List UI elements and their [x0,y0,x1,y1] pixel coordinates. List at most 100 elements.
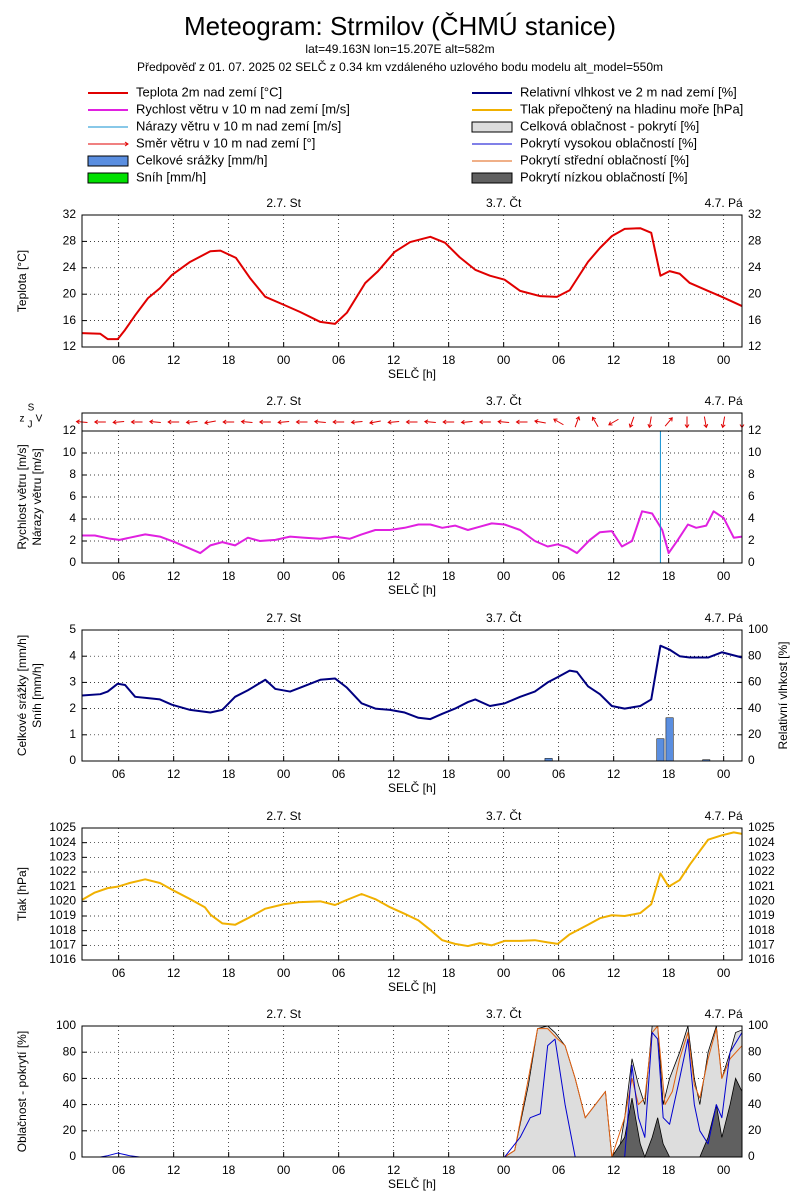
y-tick-label-right: 12 [748,423,762,437]
x-tick-label: 00 [277,966,291,980]
y-tick-label: 1016 [49,952,76,966]
x-tick-label: 06 [112,966,126,980]
wind-arrow [497,419,510,425]
y-tick-label-right: 1025 [748,820,775,834]
x-tick-label: 12 [607,1163,621,1177]
x-tick-label: 12 [607,767,621,781]
day-label: 3.7. Čt [486,195,522,210]
legend-label: Tlak přepočtený na hladinu moře [hPa] [520,101,743,116]
x-tick-label: 00 [717,966,731,980]
precip-bar [656,738,665,762]
x-axis-label: SELČ [h] [388,366,436,381]
y-tick-label: 5 [69,622,76,636]
x-tick-label: 00 [277,1163,291,1177]
precip-bar [665,717,674,762]
wind-arrow [277,419,290,425]
x-tick-label: 06 [332,353,346,367]
y-tick-label: 8 [69,467,76,481]
y-tick-label-right: 0 [748,555,755,569]
wind-arrow [684,416,690,429]
x-tick-label: 12 [387,767,401,781]
y-tick-label: 2 [69,533,76,547]
y-tick-label: 24 [63,260,77,274]
y-tick-label: 12 [63,423,77,437]
x-tick-label: 00 [497,569,511,583]
direction-label: z [20,414,25,425]
y-tick-label: 10 [63,445,77,459]
wind-arrow [185,419,198,425]
y-tick-label-right: 24 [748,260,762,274]
wind-arrow [442,419,455,425]
x-tick-label: 06 [332,767,346,781]
legend-label: Celková oblačnost - pokrytí [%] [520,118,699,133]
direction-label: J [28,420,33,431]
legend-label: Relativní vlhkost ve 2 m nad zemí [%] [520,84,737,99]
day-label: 4.7. Pá [705,1007,743,1021]
y-tick-label: 12 [63,339,77,353]
legend-label: Pokrytí nízkou oblačností [%] [520,169,688,184]
x-tick-label: 18 [222,767,236,781]
x-tick-label: 06 [112,569,126,583]
day-label: 3.7. Čt [486,808,522,823]
x-tick-label: 12 [607,966,621,980]
x-tick-label: 12 [167,353,181,367]
y-tick-label-right: 1022 [748,864,775,878]
wind-arrow [369,420,381,425]
legend-swatch [87,172,129,184]
y-axis-label: Oblačnost - pokrytí [%] [15,1031,29,1152]
x-tick-label: 06 [552,353,566,367]
x-tick-label: 18 [222,966,236,980]
wind-arrow [222,419,235,425]
day-label: 3.7. Čt [486,393,522,408]
legend-swatch [87,155,129,167]
day-label: 4.7. Pá [705,809,743,823]
x-tick-label: 00 [277,767,291,781]
x-axis-label: SELČ [h] [388,780,436,795]
x-tick-label: 12 [167,767,181,781]
wind-arrow [647,416,653,429]
y-tick-label: 3 [69,675,76,689]
plot-area [82,828,742,960]
y-tick-label-right: 1018 [748,923,775,937]
y-tick-label: 20 [63,286,77,300]
wind-arrow [664,417,673,427]
x-tick-label: 06 [112,767,126,781]
y-tick-label: 1023 [49,850,76,864]
day-label: 4.7. Pá [705,196,743,210]
y-tick-label-right: 4 [748,511,755,525]
y-tick-label: 1024 [49,835,76,849]
wind-arrow [130,419,143,425]
y-tick-label-right: 16 [748,313,762,327]
wind-arrow [553,418,564,426]
x-tick-label: 06 [332,569,346,583]
x-tick-label: 18 [662,767,676,781]
y-tick-label-right: 1021 [748,879,775,893]
y-tick-label-right: 20 [748,1123,762,1137]
x-tick-label: 18 [442,353,456,367]
x-tick-label: 12 [387,569,401,583]
y-tick-label: 20 [63,1123,77,1137]
wind-arrow [628,416,635,429]
direction-label: S [28,403,35,414]
day-label: 2.7. St [266,196,301,210]
legend-label: Pokrytí střední oblačností [%] [520,152,689,167]
y-tick-label-right: 60 [748,1071,762,1085]
x-tick-label: 12 [387,966,401,980]
wind-arrow [240,419,253,425]
x-tick-label: 00 [497,353,511,367]
plot-frame [81,1025,743,1158]
plot-area [82,215,742,347]
y-tick-label: 1021 [49,879,76,893]
y-tick-label: 40 [63,1097,77,1111]
y-axis-label: Teplota [°C] [15,250,29,312]
y-tick-label: 1 [69,727,76,741]
x-tick-label: 00 [497,767,511,781]
plot-frame [81,629,743,762]
legend-swatch [471,121,513,133]
x-tick-label: 12 [167,569,181,583]
x-axis-label: SELČ [h] [388,979,436,994]
y2-tick-label: 80 [748,648,762,662]
wind-arrow [478,419,491,425]
wind-arrow [515,419,528,425]
